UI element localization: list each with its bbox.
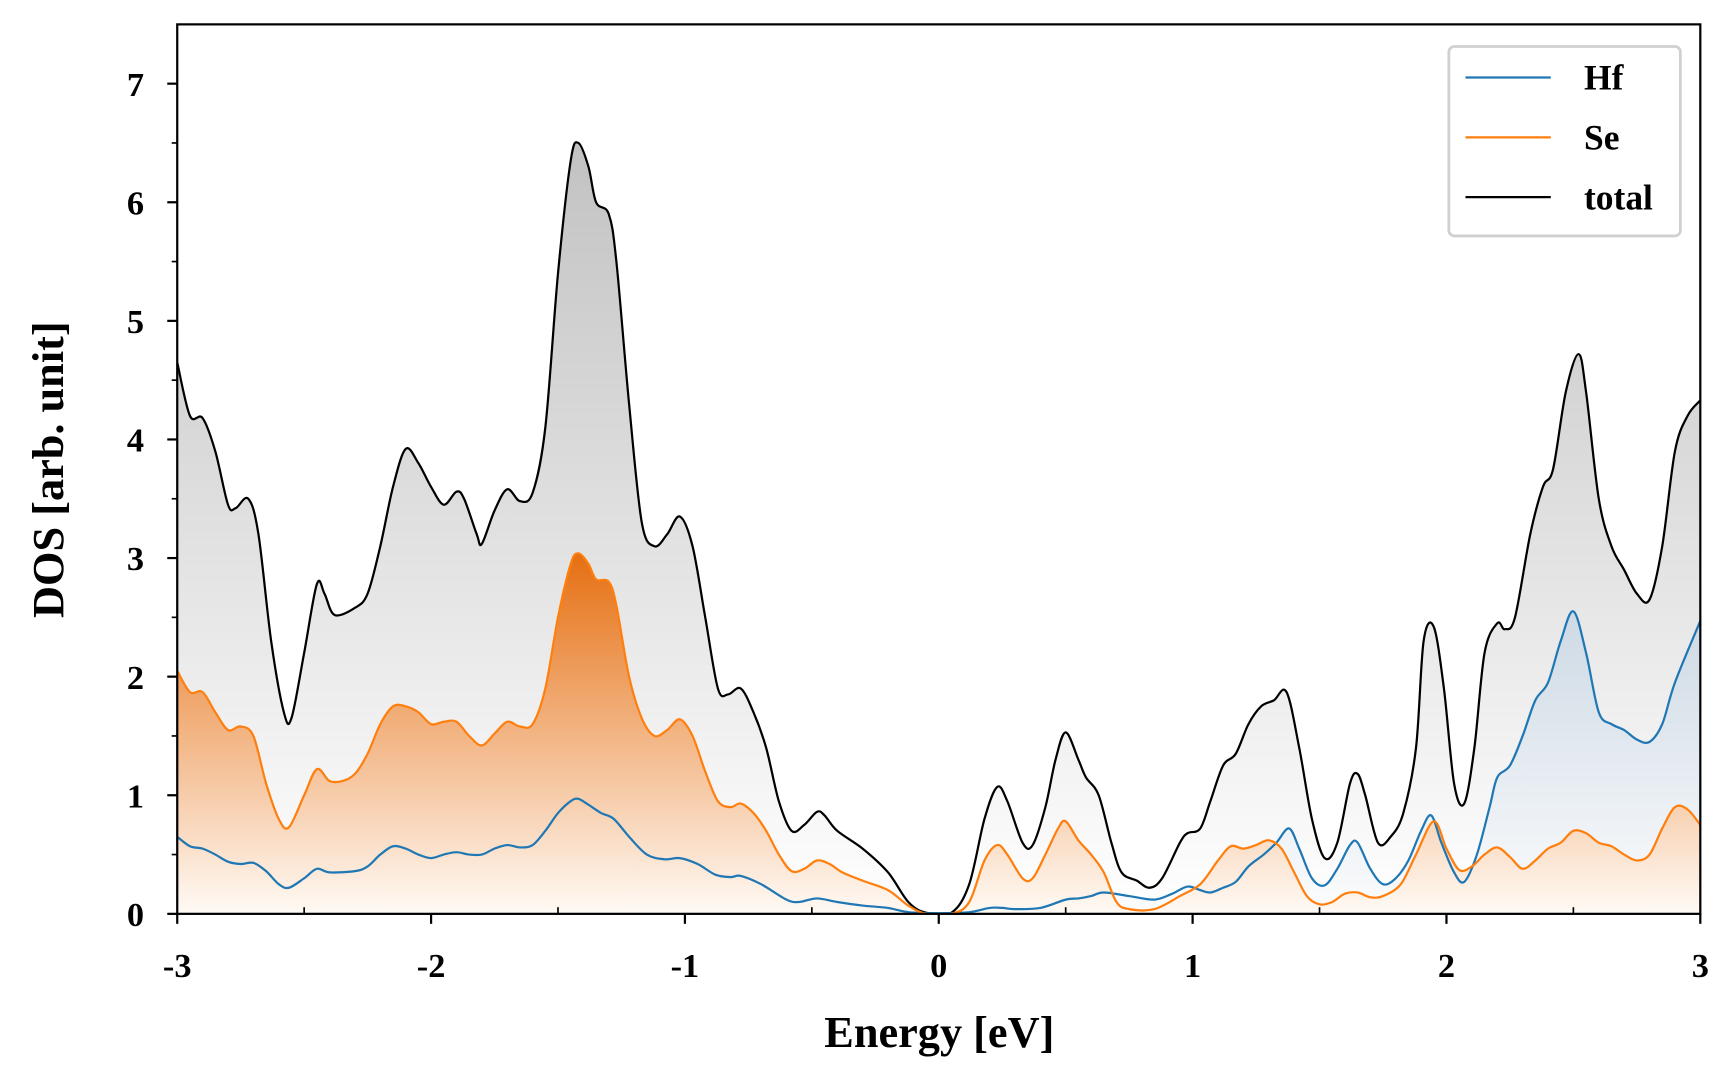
x-tick-label: -1 xyxy=(671,947,700,985)
x-tick-label: 1 xyxy=(1184,947,1201,985)
series-line-hf xyxy=(177,610,1701,914)
x-tick-label: 2 xyxy=(1438,947,1455,985)
series-line-se xyxy=(177,552,1701,914)
y-tick-label: 2 xyxy=(127,659,144,697)
legend-label-se: Se xyxy=(1584,118,1619,158)
legend: Hf Se total xyxy=(1447,45,1682,238)
y-axis-label: DOS [arb. unit] xyxy=(24,321,73,618)
y-tick-label: 7 xyxy=(127,66,144,104)
fill-area-se xyxy=(177,553,1701,914)
x-axis-label: Energy [eV] xyxy=(824,1008,1054,1057)
series-line-total xyxy=(177,141,1701,914)
y-tick-label: 3 xyxy=(127,540,144,578)
x-tick-label: -2 xyxy=(417,947,446,985)
x-tick-label: 0 xyxy=(930,947,947,985)
legend-label-total: total xyxy=(1584,177,1653,217)
legend-label-hf: Hf xyxy=(1584,58,1625,98)
y-tick-label: 1 xyxy=(127,777,144,815)
x-tick-label: 3 xyxy=(1692,947,1709,985)
x-tick-label: -3 xyxy=(163,947,192,985)
y-tick-label: 4 xyxy=(127,422,144,460)
y-tick-label: 6 xyxy=(127,184,144,222)
y-tick-label: 5 xyxy=(127,303,144,341)
legend-box xyxy=(1447,45,1682,238)
y-tick-label: 0 xyxy=(127,896,144,934)
